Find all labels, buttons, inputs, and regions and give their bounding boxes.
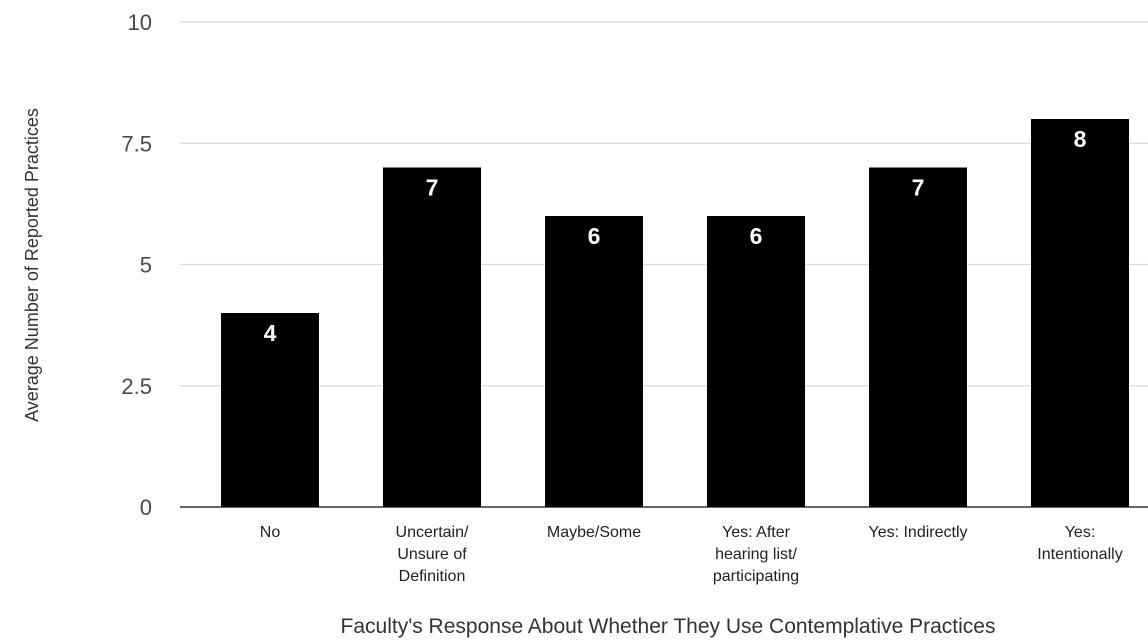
data-label: 6	[588, 223, 601, 249]
bar	[545, 216, 643, 507]
x-tick-label-line: hearing list/	[715, 546, 797, 563]
data-label: 7	[912, 175, 925, 201]
x-tick-label-line: Yes: After	[722, 524, 791, 541]
data-label: 8	[1074, 126, 1087, 152]
x-tick-label: Uncertain/Unsure of Definition	[396, 524, 469, 585]
bars	[221, 119, 1129, 507]
y-tick-label: 0	[140, 495, 152, 520]
bar	[221, 313, 319, 507]
x-tick-label: Yes: Indirectly	[868, 524, 967, 541]
y-tick-label: 2.5	[121, 374, 152, 399]
x-tick-label-line: Uncertain/	[396, 524, 469, 541]
x-category-labels: No Uncertain/Unsure of Definition Maybe/Som…	[260, 524, 1123, 585]
x-tick-label-line: Intentionally	[1037, 546, 1122, 563]
x-tick-label-line: Maybe/Some	[547, 524, 641, 541]
x-tick-label: No	[260, 524, 281, 541]
x-tick-label: Yes: After hearing list/participating	[713, 524, 799, 585]
x-tick-label: Maybe/Some	[547, 524, 641, 541]
bar	[1031, 119, 1129, 507]
data-label: 6	[750, 223, 763, 249]
bar	[869, 167, 967, 507]
y-tick-label: 5	[140, 253, 152, 278]
data-labels: 4 7 6 6 7 8	[264, 126, 1087, 346]
x-tick-label-line: Definition	[399, 568, 466, 585]
bar	[383, 167, 481, 507]
y-tick-labels: 0 2.5 5 7.5 10	[121, 10, 152, 520]
y-tick-label: 7.5	[121, 131, 152, 156]
gridlines	[180, 21, 1148, 508]
x-tick-label-line: Yes:	[1065, 524, 1096, 541]
data-label: 7	[426, 175, 439, 201]
x-tick-label-line: Yes: Indirectly	[868, 524, 967, 541]
y-axis-title: Average Number of Reported Practices	[22, 108, 42, 422]
data-label: 4	[264, 320, 277, 346]
x-tick-label-line: No	[260, 524, 281, 541]
x-tick-label: Yes: Intentionally	[1037, 524, 1122, 563]
x-axis-title: Faculty's Response About Whether They Us…	[341, 615, 996, 638]
x-tick-label-line: participating	[713, 568, 799, 585]
bar	[707, 216, 805, 507]
x-tick-label-line: Unsure of	[397, 546, 467, 563]
y-tick-label: 10	[128, 10, 152, 35]
